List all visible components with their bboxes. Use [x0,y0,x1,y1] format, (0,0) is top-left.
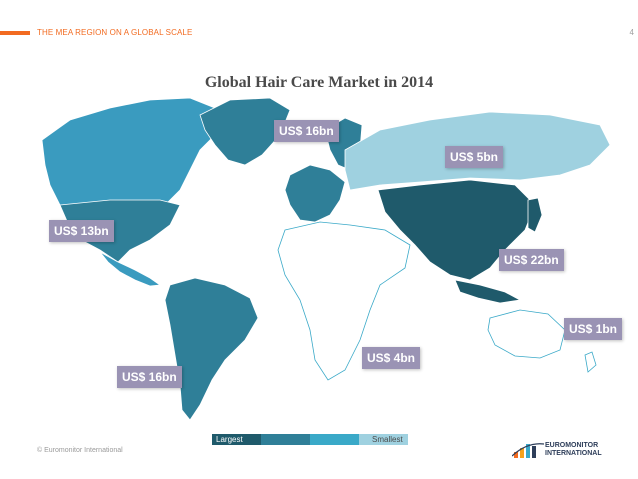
region-new-zealand [584,351,597,373]
legend-swatch-large [261,434,310,445]
region-greenland [199,97,291,166]
region-western-europe [284,164,346,223]
region-australasia [487,309,566,359]
legend-swatch-smallest [359,434,408,445]
label-australasia: US$ 1bn [564,318,623,340]
legend-scale [212,434,408,445]
region-japan [527,197,543,233]
map-title: Global Hair Care Market in 2014 [204,74,434,91]
label-mea: US$ 4bn [362,347,421,369]
region-asia-pacific [377,179,536,281]
region-mexico [99,251,162,287]
logo-line2: INTERNATIONAL [545,450,602,457]
section-label: THE MEA REGION ON A GLOBAL SCALE [37,28,193,37]
accent-bar [0,31,30,35]
label-western-europe: US$ 16bn [274,120,339,142]
logo-text: EUROMONITOR INTERNATIONAL [545,442,602,458]
label-latin-america: US$ 16bn [117,366,182,388]
label-asia-pacific: US$ 22bn [499,249,564,271]
region-mea [277,221,411,381]
label-eastern-europe: US$ 5bn [445,146,504,168]
legend-largest-label: Largest [216,435,243,444]
region-southeast-asia [454,279,522,304]
euromonitor-logo-icon [512,443,545,458]
legend-swatch-medium [310,434,359,445]
legend-swatch-largest [212,434,261,445]
region-latin-america [164,277,259,421]
legend-smallest-label: Smallest [372,435,403,444]
label-north-america: US$ 13bn [49,220,114,242]
page-number: 4 [629,28,634,37]
copyright: © Euromonitor International [37,447,123,454]
logo-line1: EUROMONITOR [545,442,599,449]
